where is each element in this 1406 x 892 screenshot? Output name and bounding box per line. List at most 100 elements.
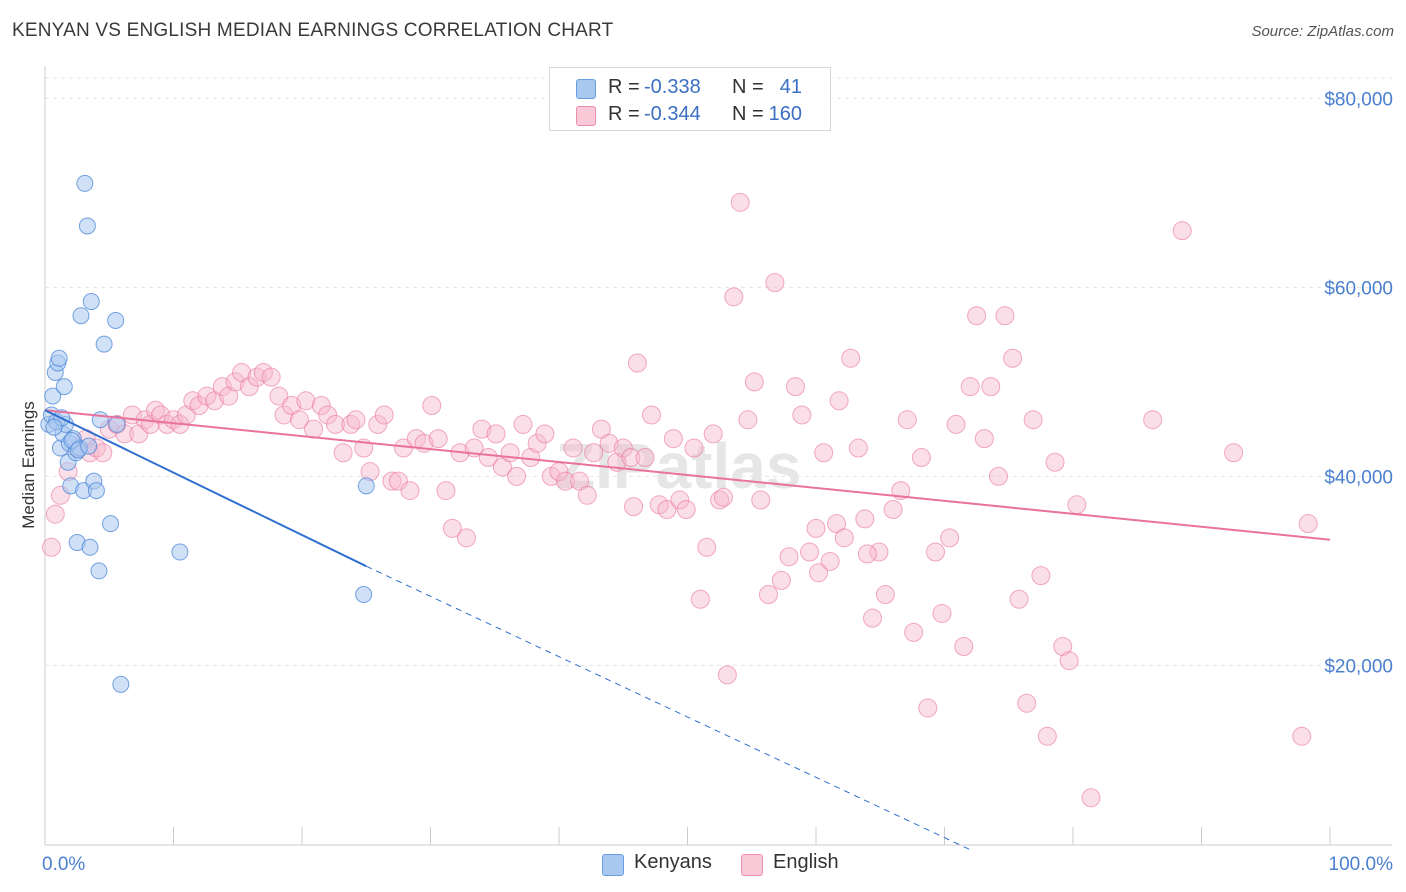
english-point — [968, 307, 986, 325]
english-point — [766, 274, 784, 292]
english-point — [780, 548, 798, 566]
kenyan-point — [73, 308, 89, 324]
english-point — [625, 498, 643, 516]
english-point — [698, 538, 716, 556]
english-point — [982, 378, 1000, 396]
english-point — [347, 411, 365, 429]
english-point — [1004, 349, 1022, 367]
english-point — [1018, 694, 1036, 712]
english-points — [42, 193, 1317, 806]
english-point — [801, 543, 819, 561]
kenyan-point — [88, 483, 104, 499]
english-point — [739, 411, 757, 429]
legend-n-label: N = — [732, 76, 764, 99]
english-point — [961, 378, 979, 396]
english-swatch — [576, 106, 596, 126]
english-point — [1010, 590, 1028, 608]
english-swatch — [741, 854, 763, 876]
legend-r-value: -0.338 — [644, 76, 701, 99]
y-tick-label: $80,000 — [1324, 89, 1393, 110]
scatter-chart: ZIPatlas $20,000$40,000$60,000$80,0000.0… — [0, 0, 1406, 892]
legend-n-value: 160 — [766, 103, 802, 126]
kenyan-point — [113, 676, 129, 692]
english-point — [685, 439, 703, 457]
english-point — [947, 415, 965, 433]
legend-r-value: -0.344 — [644, 103, 701, 126]
english-point — [752, 491, 770, 509]
english-point — [864, 609, 882, 627]
english-point — [714, 488, 732, 506]
english-point — [919, 699, 937, 717]
english-point — [772, 571, 790, 589]
english-point — [664, 430, 682, 448]
english-point — [835, 529, 853, 547]
english-point — [42, 538, 60, 556]
kenyan-point — [96, 336, 112, 352]
english-point — [536, 425, 554, 443]
english-point — [262, 368, 280, 386]
english-point — [731, 193, 749, 211]
kenyan-point — [172, 544, 188, 560]
english-point — [1082, 789, 1100, 807]
english-point — [793, 406, 811, 424]
english-point — [437, 482, 455, 500]
english-point — [815, 444, 833, 462]
english-point — [905, 623, 923, 641]
english-point — [876, 586, 894, 604]
english-point — [1225, 444, 1243, 462]
english-point — [401, 482, 419, 500]
english-point — [975, 430, 993, 448]
english-point — [677, 500, 695, 518]
english-point — [1173, 222, 1191, 240]
kenyan-point — [51, 350, 67, 366]
english-point — [898, 411, 916, 429]
english-point — [759, 586, 777, 604]
kenyan-trend-extension — [366, 566, 970, 850]
english-point — [1068, 496, 1086, 514]
english-point — [996, 307, 1014, 325]
english-point — [842, 349, 860, 367]
kenyan-point — [91, 563, 107, 579]
legend-n-value: 41 — [766, 76, 802, 99]
english-point — [1046, 453, 1064, 471]
english-point — [1299, 515, 1317, 533]
y-axis-label: Median Earnings — [19, 401, 38, 529]
kenyan-point — [82, 539, 98, 555]
kenyans-swatch — [576, 79, 596, 99]
english-point — [1060, 652, 1078, 670]
english-point — [305, 420, 323, 438]
english-point — [514, 415, 532, 433]
kenyan-point — [79, 218, 95, 234]
kenyan-point — [83, 294, 99, 310]
english-point — [849, 439, 867, 457]
english-point — [1038, 727, 1056, 745]
bottom-legend-label: Kenyans — [634, 851, 712, 874]
kenyan-point — [356, 587, 372, 603]
english-point — [423, 397, 441, 415]
english-point — [429, 430, 447, 448]
legend-row-kenyans: R = -0.338 N = 41 — [550, 74, 830, 102]
english-point — [691, 590, 709, 608]
english-point — [704, 425, 722, 443]
legend-r-label: R = — [608, 103, 640, 126]
english-point — [858, 545, 876, 563]
english-point — [807, 519, 825, 537]
x-tick-label: 100.0% — [1329, 854, 1394, 875]
english-point — [334, 444, 352, 462]
english-point — [1024, 411, 1042, 429]
english-point — [884, 500, 902, 518]
english-point — [643, 406, 661, 424]
kenyan-point — [358, 478, 374, 494]
english-point — [856, 510, 874, 528]
legend-row-english: R = -0.344 N = 160 — [550, 101, 830, 129]
english-point — [989, 467, 1007, 485]
kenyan-point — [81, 438, 97, 454]
english-point — [955, 638, 973, 656]
english-point — [628, 354, 646, 372]
english-point — [927, 543, 945, 561]
kenyan-point — [92, 412, 108, 428]
english-point — [1144, 411, 1162, 429]
english-point — [636, 449, 654, 467]
legend-r-label: R = — [608, 76, 640, 99]
english-point — [912, 449, 930, 467]
